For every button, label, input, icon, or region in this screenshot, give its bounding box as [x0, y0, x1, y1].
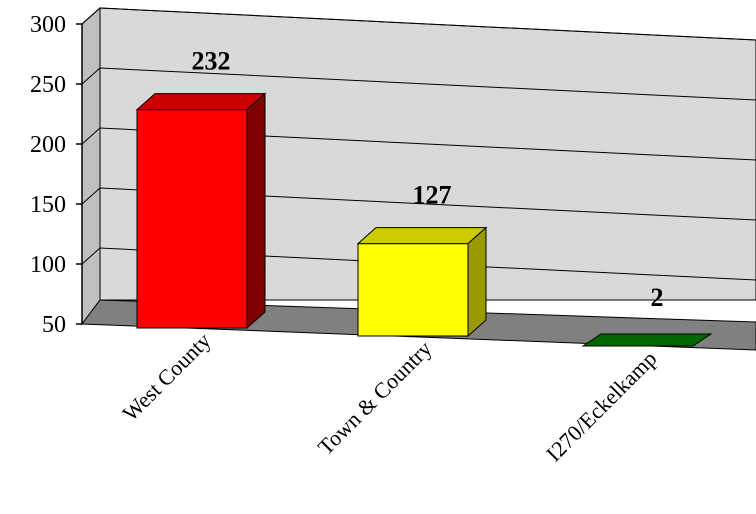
- bar-side-west-county: [246, 92, 266, 330]
- gridline: [99, 67, 756, 101]
- data-labels: 232 127 2: [192, 47, 664, 312]
- gridline-depth: [81, 7, 101, 25]
- bar-top-west-county: [135, 93, 267, 111]
- y-tick-label: 300: [30, 12, 66, 38]
- y-tick-label: 50: [42, 312, 66, 338]
- x-tick-label-west-county: West County: [117, 328, 215, 426]
- y-tick-label: 250: [30, 72, 66, 98]
- bar-front-west-county: [136, 109, 248, 329]
- x-tick-label-i270-eckelkamp: I270/Eckelkamp: [541, 346, 661, 466]
- data-label-i270-eckelkamp: 2: [651, 283, 664, 312]
- gridline-depth: [81, 187, 101, 205]
- x-tick-label-town-country: Town & Country: [313, 336, 437, 460]
- y-tick-label: 100: [30, 252, 66, 278]
- bar-side-town-country: [467, 226, 487, 338]
- bar-series: [135, 92, 713, 347]
- gridline-depth: [81, 67, 101, 85]
- gridline: [99, 7, 756, 41]
- bar-i270-eckelkamp: [581, 333, 713, 347]
- bar-top-town-country: [356, 227, 488, 245]
- bar-front-town-country: [357, 243, 469, 337]
- chart-side-wall: [81, 6, 101, 326]
- y-tick-label: 150: [30, 192, 66, 218]
- category-axis-labels: West County Town & Country I270/Eckelkamp: [117, 328, 661, 466]
- gridline-depth: [81, 247, 101, 265]
- y-tick-label: 200: [30, 132, 66, 158]
- value-axis-ticks: 300 250 200 150 100 50: [30, 12, 82, 338]
- gridline-depth: [81, 127, 101, 145]
- data-label-west-county: 232: [192, 47, 231, 76]
- data-label-town-country: 127: [413, 181, 452, 210]
